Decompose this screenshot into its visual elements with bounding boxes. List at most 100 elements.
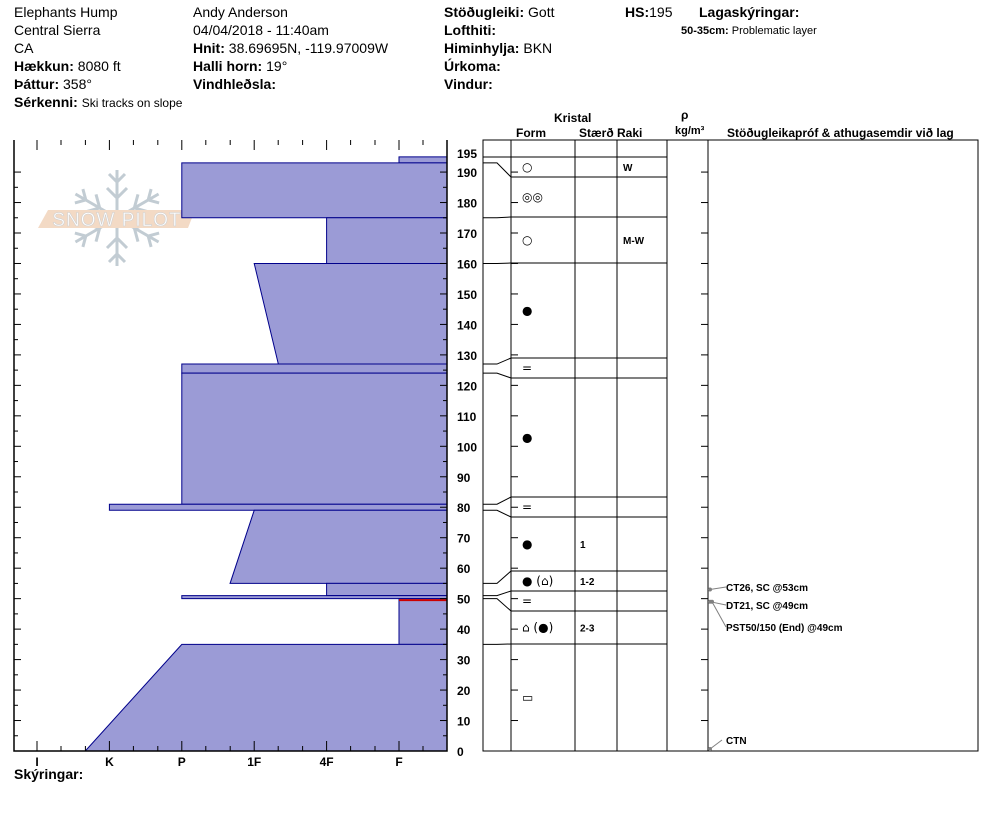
test-arrow-line bbox=[709, 586, 727, 591]
grain-form-symbol: ▭ bbox=[522, 691, 533, 705]
arrow-head-icon bbox=[708, 587, 712, 592]
precip-label: Úrkoma: bbox=[444, 58, 501, 74]
depth-tick-label: 0 bbox=[457, 745, 464, 759]
grain-size: 1 bbox=[580, 540, 586, 551]
depth-tick-label: 40 bbox=[457, 623, 471, 637]
hardness-layer bbox=[181, 372, 448, 505]
hardness-layer bbox=[84, 643, 448, 752]
slope-value: 19° bbox=[266, 58, 288, 74]
aspect-value: 358° bbox=[63, 76, 92, 92]
test-result-text: PST50/150 (End) @49cm bbox=[726, 623, 843, 634]
elevation-value: 8080 ft bbox=[77, 58, 121, 74]
layer-table-frame bbox=[482, 139, 979, 752]
arm-branch bbox=[105, 235, 129, 250]
hardness-layer bbox=[398, 598, 448, 645]
layer-connector-line bbox=[483, 496, 512, 505]
features-value: Ski tracks on slope bbox=[81, 96, 183, 110]
hardness-tick-label: F bbox=[395, 755, 402, 769]
moisture-value: W bbox=[623, 163, 633, 174]
grain-form-symbol: ○ bbox=[522, 233, 532, 247]
slope-label: Halli horn: bbox=[193, 58, 263, 74]
stability-label: Stöðugleiki: bbox=[444, 4, 525, 20]
depth-tick-label: 60 bbox=[457, 562, 471, 576]
depth-tick-label: 90 bbox=[457, 471, 471, 485]
tests-header: Stöðugleikapróf & athugasemdir við lag bbox=[727, 126, 954, 140]
depth-tick-label: 190 bbox=[457, 166, 477, 180]
arm-branch bbox=[74, 188, 88, 205]
depth-tick-label: 30 bbox=[457, 654, 471, 668]
hardness-layer bbox=[181, 162, 448, 219]
layer-connector-line bbox=[483, 372, 512, 379]
depth-tick-label: 120 bbox=[457, 379, 477, 393]
coords-value: 38.69695N, -119.97009W bbox=[228, 40, 389, 56]
grain-form-symbol: = bbox=[522, 500, 532, 514]
stability-test-annotation: CTN bbox=[708, 736, 747, 751]
grain-form-symbol: ⌂ (●) bbox=[522, 621, 553, 635]
depth-tick-label: 160 bbox=[457, 257, 477, 271]
hs-value: 195 bbox=[649, 4, 673, 20]
crystal-header: Kristal bbox=[554, 111, 592, 125]
hardness-layer bbox=[326, 582, 448, 597]
layer-note-text: Problematic layer bbox=[731, 25, 817, 37]
grain-form-symbol: ◎◎ bbox=[522, 190, 543, 204]
hardness-tick-label: I bbox=[35, 755, 38, 769]
aspect-label: Þáttur: bbox=[14, 76, 60, 92]
datetime: 04/04/2018 - 11:40am bbox=[193, 22, 329, 38]
hardness-layer bbox=[181, 363, 448, 374]
arm-branch bbox=[107, 251, 127, 264]
features-label: Sérkenni: bbox=[14, 94, 78, 110]
features-field: Sérkenni: Ski tracks on slope bbox=[14, 93, 182, 112]
logo-band bbox=[38, 210, 195, 228]
depth-tick-label: 170 bbox=[457, 227, 477, 241]
layer-connector-line bbox=[483, 509, 512, 518]
observer: Andy Anderson bbox=[193, 4, 288, 20]
arm-branch bbox=[146, 188, 160, 205]
depth-tick-label: 10 bbox=[457, 715, 471, 729]
layer-note: 50-35cm: Problematic layer bbox=[681, 22, 817, 40]
grain-size: 1-2 bbox=[580, 577, 595, 588]
depth-tick-label: 195 bbox=[457, 147, 477, 161]
stability-value: Gott bbox=[528, 4, 555, 20]
depth-tick-label: 50 bbox=[457, 593, 471, 607]
stability-test-annotation: CT26, SC @53cm bbox=[708, 583, 808, 594]
logo-text: SNOW PILOT bbox=[52, 210, 181, 231]
hardness-layer bbox=[229, 509, 448, 584]
depth-tick-label: 20 bbox=[457, 684, 471, 698]
layer-connector-line bbox=[483, 216, 512, 219]
depth-tick-label: 100 bbox=[457, 440, 477, 454]
hs-label: HS: bbox=[625, 4, 650, 20]
grain-form-symbol: = bbox=[522, 594, 532, 608]
arrow-head-icon bbox=[708, 747, 712, 751]
layer-note-range: 50-35cm: bbox=[681, 25, 729, 37]
sky-field: Himinhylja: BKN bbox=[444, 39, 552, 57]
test-result-text: DT21, SC @49cm bbox=[726, 601, 808, 612]
wind-label: Vindur: bbox=[444, 76, 493, 92]
moisture-header: Raki bbox=[617, 126, 643, 140]
sky-label: Himinhylja: bbox=[444, 40, 520, 56]
stability-test-annotation: PST50/150 (End) @49cm bbox=[710, 599, 843, 634]
hardness-tick-label: 4F bbox=[320, 755, 334, 769]
aspect-field: Þáttur: 358° bbox=[14, 75, 92, 93]
layer-connector-line bbox=[483, 357, 512, 365]
depth-tick-label: 130 bbox=[457, 349, 477, 363]
depth-tick-label: 80 bbox=[457, 501, 471, 515]
depth-tick-label: 110 bbox=[457, 410, 477, 424]
stability-field: Stöðugleiki: Gott bbox=[444, 3, 554, 21]
arm-branch bbox=[107, 172, 127, 185]
hardness-layer bbox=[326, 217, 448, 264]
hardness-layer bbox=[253, 262, 448, 365]
location: Elephants Hump bbox=[14, 4, 118, 20]
air-temp-label: Lofthiti: bbox=[444, 22, 497, 38]
depth-tick-label: 70 bbox=[457, 532, 471, 546]
grain-form-symbol: ● bbox=[522, 431, 532, 445]
range: Central Sierra bbox=[14, 22, 101, 38]
hardness-layer bbox=[108, 503, 448, 511]
slope-field: Halli horn: 19° bbox=[193, 57, 287, 75]
hardness-tick-label: K bbox=[105, 755, 114, 769]
test-arrow-line bbox=[709, 739, 723, 750]
grain-form-symbol: ● (⌂) bbox=[522, 574, 553, 588]
test-arrow-line bbox=[711, 601, 727, 628]
elevation-field: Hækkun: 8080 ft bbox=[14, 57, 121, 75]
depth-tick-label: 180 bbox=[457, 197, 477, 211]
